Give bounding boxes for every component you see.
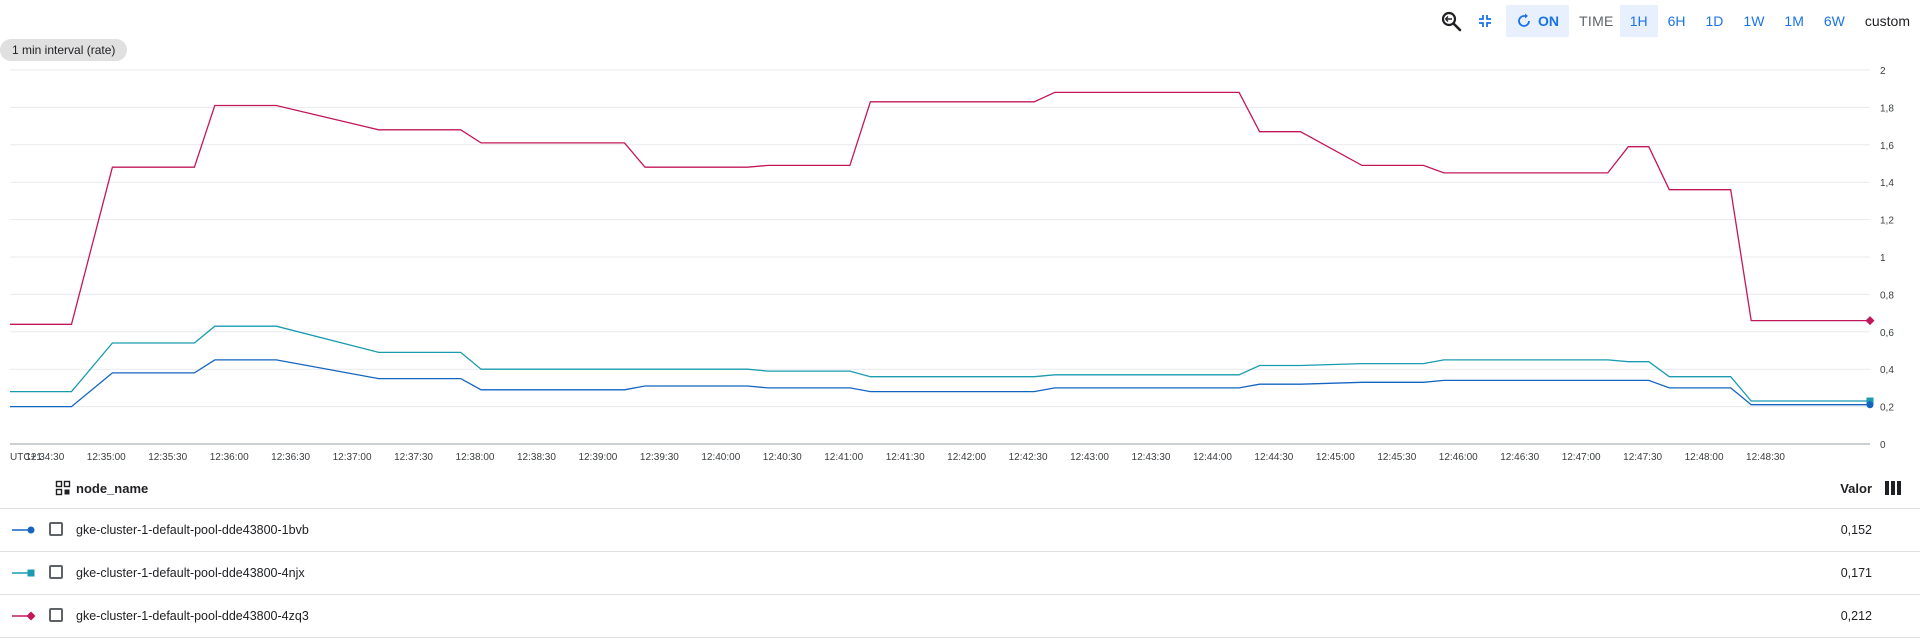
y-tick-label: 2 <box>1880 66 1886 77</box>
series-name: gke-cluster-1-default-pool-dde43800-1bvb <box>76 523 309 537</box>
legend-row[interactable]: gke-cluster-1-default-pool-dde43800-4njx… <box>0 552 1920 595</box>
columns-icon[interactable] <box>1884 480 1902 501</box>
y-tick-label: 0,6 <box>1880 328 1894 339</box>
series-line-2 <box>10 91 1870 325</box>
auto-refresh-label: ON <box>1538 13 1560 29</box>
y-tick-label: 0,4 <box>1880 365 1894 376</box>
interval-chip[interactable]: 1 min interval (rate) <box>0 39 128 61</box>
range-button-1h[interactable]: 1H <box>1619 5 1658 37</box>
y-tick-label: 0,8 <box>1880 290 1894 301</box>
time-range-selector: 1H 6H 1D 1W 1M 6W <box>1619 5 1855 37</box>
series-checkbox[interactable] <box>49 565 63 579</box>
series-marker-icon <box>12 569 35 577</box>
legend-row[interactable]: gke-cluster-1-default-pool-dde43800-1bvb… <box>0 509 1920 552</box>
legend-header: node_name Valor <box>0 470 1920 509</box>
x-tick-label: 12:36:30 <box>271 452 310 460</box>
auto-refresh-toggle[interactable]: ON <box>1506 5 1570 37</box>
x-tick-label: 12:44:30 <box>1254 452 1293 460</box>
x-tick-label: 12:34:30 <box>25 452 64 460</box>
series-end-marker-2 <box>1865 316 1875 326</box>
line-chart[interactable]: 0 0,2 0,4 0,6 0,8 1 1,2 1,4 1,6 1,8 2 UTC+112:34:30… <box>0 60 1920 460</box>
series-name: gke-cluster-1-default-pool-dde43800-4njx <box>76 566 305 580</box>
y-tick-label: 1,2 <box>1880 216 1894 227</box>
x-tick-label: 12:42:30 <box>1009 452 1048 460</box>
zoom-reset-icon[interactable] <box>1434 6 1468 36</box>
range-button-1m[interactable]: 1M <box>1784 13 1804 29</box>
series-name: gke-cluster-1-default-pool-dde43800-4zq3 <box>76 609 309 623</box>
series-checkbox[interactable] <box>49 608 63 622</box>
x-tick-label: 12:39:00 <box>578 452 617 460</box>
x-tick-label: 12:35:30 <box>148 452 187 460</box>
x-tick-label: 12:47:30 <box>1623 452 1662 460</box>
x-tick-label: 12:45:30 <box>1377 452 1416 460</box>
x-tick-label: 12:46:30 <box>1500 452 1539 460</box>
series-checkbox[interactable] <box>49 522 63 536</box>
series-marker-icon <box>12 611 36 621</box>
y-tick-label: 1,6 <box>1880 141 1894 152</box>
series-value: 0,212 <box>1840 609 1872 623</box>
x-tick-label: 12:39:30 <box>640 452 679 460</box>
legend-row[interactable]: gke-cluster-1-default-pool-dde43800-4zq3… <box>0 595 1920 638</box>
collapse-icon[interactable] <box>1468 6 1502 36</box>
range-button-6w[interactable]: 6W <box>1823 13 1845 29</box>
x-tick-label: 12:37:30 <box>394 452 433 460</box>
x-tick-label: 12:35:00 <box>87 452 126 460</box>
x-tick-label: 12:37:00 <box>333 452 372 460</box>
legend-title: node_name <box>76 481 149 496</box>
y-tick-label: 1,8 <box>1880 103 1894 114</box>
y-tick-label: 0,2 <box>1880 403 1894 414</box>
x-tick-label: 12:40:00 <box>701 452 740 460</box>
y-tick-label: 1,4 <box>1880 178 1894 189</box>
refresh-icon <box>1518 13 1530 27</box>
x-tick-label: 12:48:30 <box>1746 452 1785 460</box>
x-tick-label: 12:41:30 <box>886 452 925 460</box>
x-tick-label: 12:41:00 <box>824 452 863 460</box>
x-tick-label: 12:46:00 <box>1439 452 1478 460</box>
series-end-marker-0 <box>1866 401 1874 409</box>
x-tick-label: 12:45:00 <box>1316 452 1355 460</box>
x-tick-label: 12:38:30 <box>517 452 556 460</box>
x-tick-label: 12:36:00 <box>210 452 249 460</box>
range-button-1d[interactable]: 1D <box>1705 13 1724 29</box>
series-marker-icon <box>12 526 35 534</box>
series-end-marker-1 <box>1866 397 1874 405</box>
x-tick-label: 12:38:00 <box>456 452 495 460</box>
series-value: 0,171 <box>1840 566 1872 580</box>
x-tick-label: 12:43:00 <box>1070 452 1109 460</box>
time-label: TIME <box>1579 13 1614 29</box>
x-tick-label: 12:47:00 <box>1562 452 1601 460</box>
x-tick-label: 12:48:00 <box>1685 452 1724 460</box>
x-tick-label: 12:40:30 <box>763 452 802 460</box>
x-tick-label: 12:42:00 <box>947 452 986 460</box>
chart-toolbar: ON TIME 1H 6H 1D 1W 1M 6W custom <box>1434 5 1920 37</box>
x-tick-label: 12:43:30 <box>1132 452 1171 460</box>
value-column-header: Valor <box>1840 481 1872 496</box>
series-line-0 <box>10 359 1870 408</box>
timezone-label: UTC+1 <box>10 452 42 460</box>
series-value: 0,152 <box>1840 523 1872 537</box>
y-tick-label: 1 <box>1880 253 1886 264</box>
series-line-1 <box>10 325 1870 402</box>
custom-range-button[interactable]: custom <box>1864 13 1910 29</box>
range-button-6h[interactable]: 6H <box>1667 13 1686 29</box>
y-tick-label: 0 <box>1880 440 1886 451</box>
group-by-icon[interactable] <box>55 480 71 501</box>
range-button-1w[interactable]: 1W <box>1743 13 1765 29</box>
x-tick-label: 12:44:00 <box>1193 452 1232 460</box>
